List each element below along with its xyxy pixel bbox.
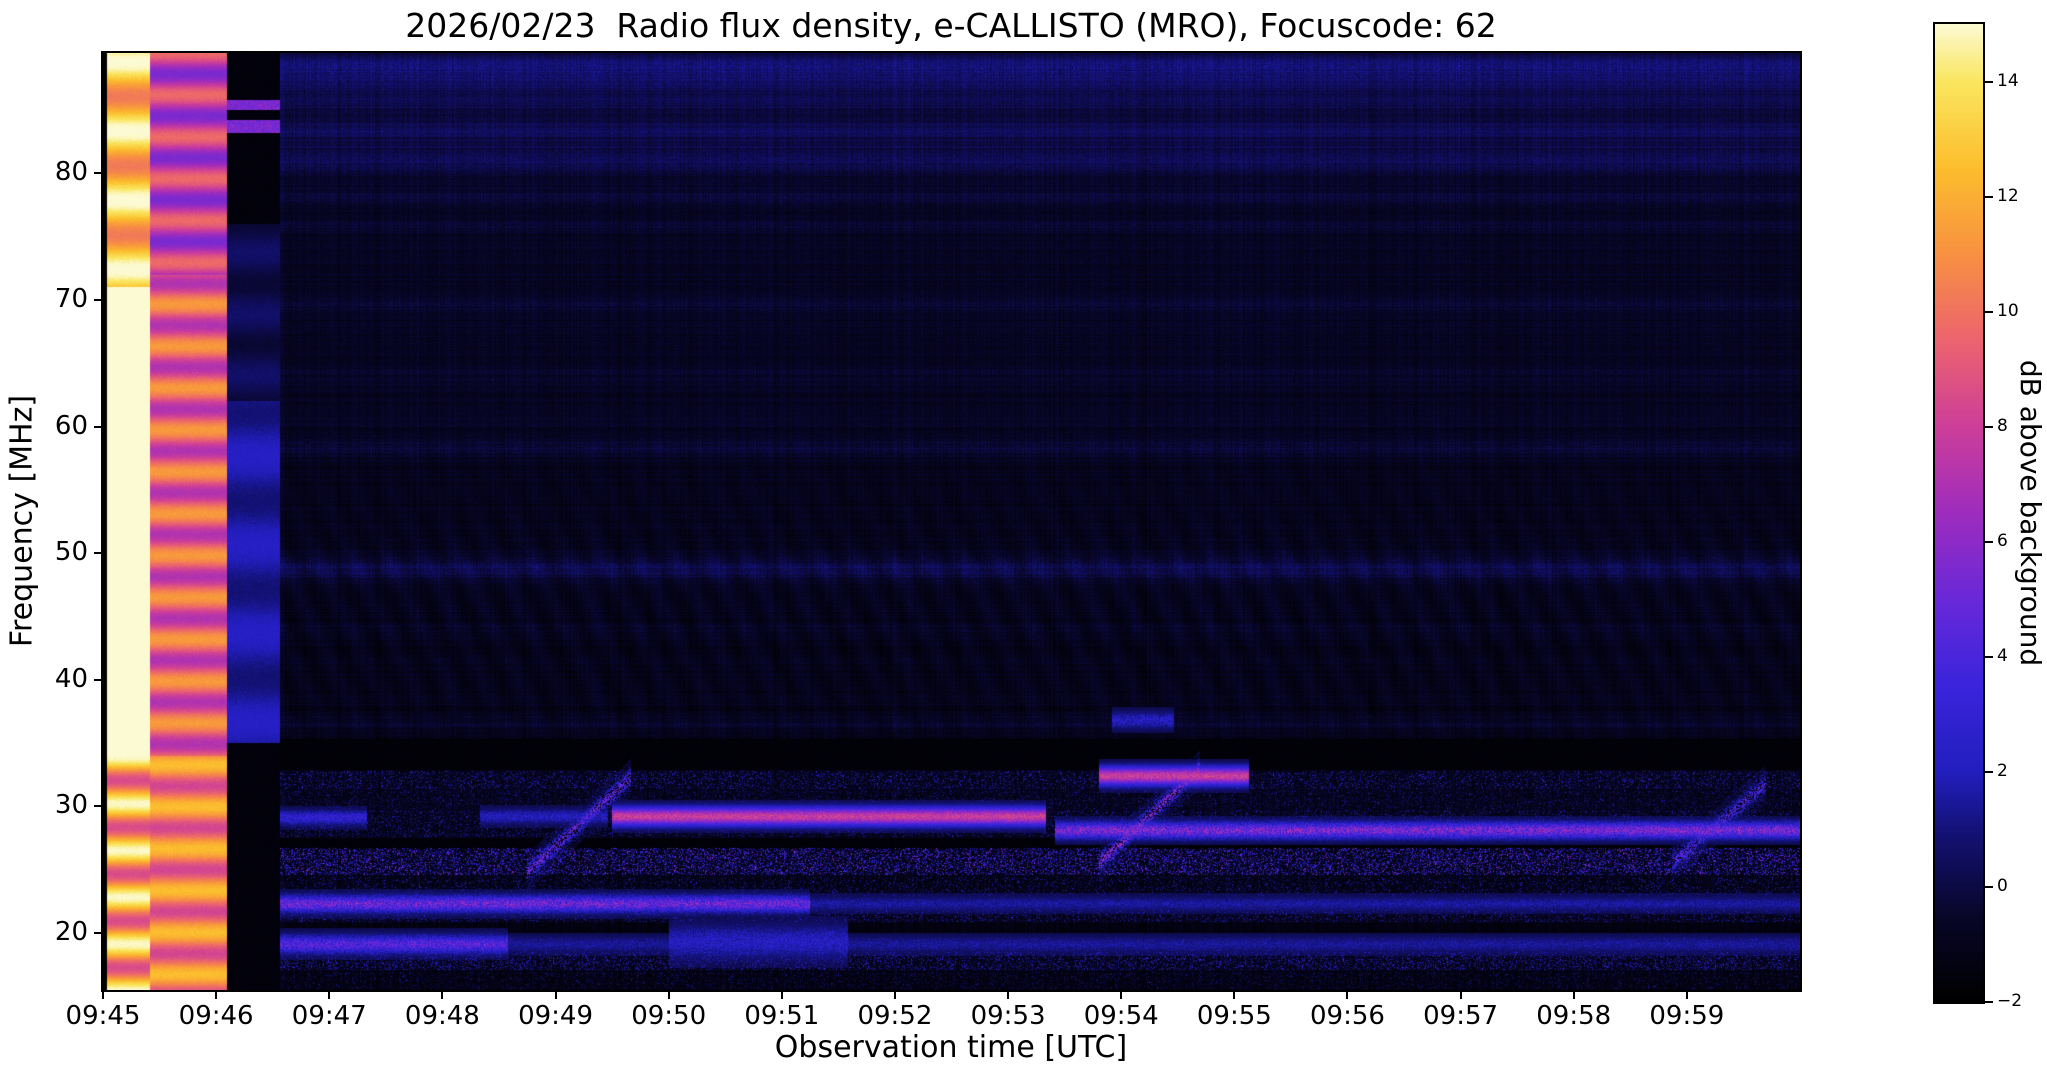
y-tick-label: 20 [54,917,88,948]
y-tick-label: 40 [54,663,88,694]
x-tick-label: 09:48 [404,1001,480,1031]
x-tick-label: 09:53 [970,1001,1046,1031]
x-tick-label: 09:45 [65,1001,141,1031]
colorbar-tick-label: −2 [1997,991,2023,1011]
x-tick-label: 09:49 [518,1001,593,1031]
colorbar-tick-mark [1985,540,1993,543]
colorbar-tick-label: 12 [1997,185,2019,206]
colorbar [1933,22,1985,1004]
colorbar-tick-mark [1985,885,1993,888]
x-tick-label: 09:59 [1649,1001,1725,1031]
x-tick-label: 09:52 [857,1001,933,1031]
y-tick-label: 80 [54,157,88,188]
x-tick-label: 09:55 [1196,1001,1272,1031]
colorbar-tick-label: 10 [1997,300,2019,321]
x-tick-label: 09:46 [178,1001,254,1031]
colorbar-tick-mark [1985,80,1993,83]
colorbar-tick-mark [1985,310,1993,313]
y-axis-label: Frequency [MHz] [4,394,40,648]
x-tick-label: 09:57 [1423,1001,1499,1031]
colorbar-tick-mark [1985,195,1993,198]
x-axis-label: Observation time [UTC] [774,1030,1128,1065]
colorbar-tick-label: 6 [1997,530,2008,551]
colorbar-tick-label: 2 [1997,760,2008,781]
colorbar-tick-label: 0 [1997,875,2008,896]
x-tick-label: 09:47 [291,1001,367,1031]
y-tick-label: 70 [54,283,88,314]
colorbar-tick-label: 4 [1997,645,2008,666]
spectrogram-heatmap [103,53,1800,990]
chart-title: 2026/02/23 Radio flux density, e-CALLIST… [405,6,1497,45]
colorbar-tick-mark [1985,425,1993,428]
colorbar-gradient [1935,24,1983,1002]
colorbar-tick-mark [1985,655,1993,658]
colorbar-tick-mark [1985,770,1993,773]
x-tick-label: 09:56 [1309,1001,1385,1031]
y-tick-label: 30 [54,790,88,821]
x-tick-label: 09:54 [1083,1001,1159,1031]
colorbar-tick-label: 8 [1997,415,2008,436]
x-tick-label: 09:51 [744,1001,820,1031]
x-tick-label: 09:58 [1536,1001,1612,1031]
colorbar-tick-label: 14 [1997,70,2019,91]
plot-area [101,51,1802,992]
colorbar-label: dB above background [2014,359,2047,667]
x-tick-label: 09:50 [631,1001,707,1031]
colorbar-tick-mark [1985,1001,1993,1003]
